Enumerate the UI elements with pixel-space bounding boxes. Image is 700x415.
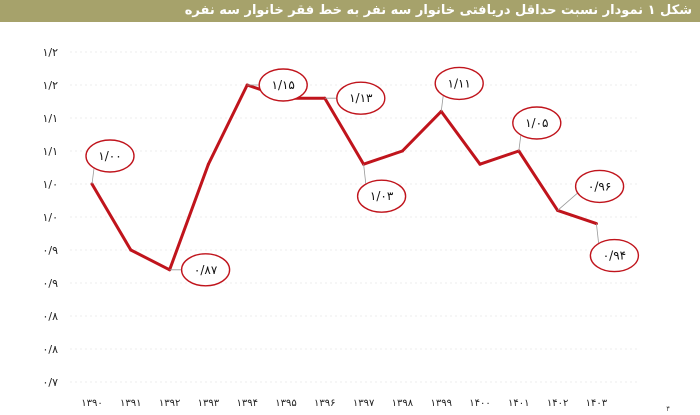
line-chart: ۰/۷ ۰/۸ ۰/۸ ۰/۹ ۰/۹ ۱/۰ ۱/۰ ۱/۱ ۱/۱ ۱/۲ ۱/۲ ۱۳۹۰ ۱۳۹…	[42, 46, 640, 409]
callout-bubble	[85, 139, 135, 173]
x-tick-label: ۱۳۹۹	[430, 398, 451, 409]
data-point	[206, 162, 210, 166]
data-label: ۰/۹۶	[588, 179, 611, 193]
data-point	[129, 248, 133, 252]
callout-bubble	[589, 238, 640, 273]
callout-bubble	[356, 179, 407, 213]
y-tick-label: ۱/۲	[42, 46, 58, 59]
x-tick-label: ۱۳۹۵	[275, 398, 296, 409]
x-tick-label: ۱۴۰۱	[508, 398, 529, 409]
y-tick-label: ۰/۹	[42, 277, 58, 290]
data-point	[478, 162, 482, 166]
x-tick-label: ۱۳۹۳	[198, 398, 220, 409]
callout-bubble	[574, 169, 625, 204]
data-label: ۱/۰۰	[98, 149, 121, 163]
x-tick-label: ۱۳۹۷	[353, 398, 375, 409]
callout-bubble	[180, 253, 231, 287]
x-tick-label: ۱۳۹۱	[120, 398, 141, 409]
x-tick-label: ۱۳۹۴	[236, 398, 257, 409]
y-tick-label: ۱/۰	[42, 211, 58, 224]
x-tick-label: ۱۴۰۲	[547, 398, 568, 409]
data-label: ۱/۱۵	[272, 78, 295, 92]
data-label: ۱/۱۳	[349, 91, 373, 105]
series-line	[90, 83, 597, 272]
data-label: ۰/۹۴	[603, 249, 626, 263]
y-tick-label: ۱/۲	[42, 79, 58, 92]
callout-bubble	[434, 66, 484, 101]
callout-bubble	[512, 106, 562, 140]
x-tick-label: ۱۴۰۳	[586, 398, 608, 409]
x-tick-label: ۱۳۹۸	[392, 398, 414, 409]
data-label: ۱/۱۱	[448, 76, 471, 90]
y-tick-label: ۰/۷	[42, 376, 58, 389]
y-tick-label: ۰/۸	[42, 310, 58, 323]
x-tick-label: ۱۳۹۰	[81, 398, 102, 409]
callout-bubble	[258, 68, 308, 102]
x-tick-label: ۱۳۹۶	[314, 398, 335, 409]
y-tick-label: ۱/۰	[42, 178, 58, 191]
y-tick-label: ۱/۱	[42, 145, 58, 158]
footnote-marker: ۴	[666, 405, 670, 413]
data-label: ۱/۰۳	[370, 189, 394, 203]
callout-bubble	[336, 81, 386, 115]
x-tick-label: ۱۳۹۲	[159, 398, 180, 409]
data-point	[400, 149, 404, 153]
x-tick-label: ۱۴۰۰	[469, 398, 490, 409]
y-tick-label: ۰/۸	[42, 343, 58, 356]
chart-title: شکل ۱ نمودار نسبت حداقل دریافتی خانوار س…	[184, 3, 692, 18]
data-label: ۰/۸۷	[194, 263, 218, 277]
data-label: ۱/۰۵	[525, 116, 548, 130]
y-tick-label: ۰/۹	[42, 244, 58, 257]
chart-title-bar: شکل ۱ نمودار نسبت حداقل دریافتی خانوار س…	[0, 0, 700, 22]
y-tick-label: ۱/۱	[42, 112, 58, 125]
